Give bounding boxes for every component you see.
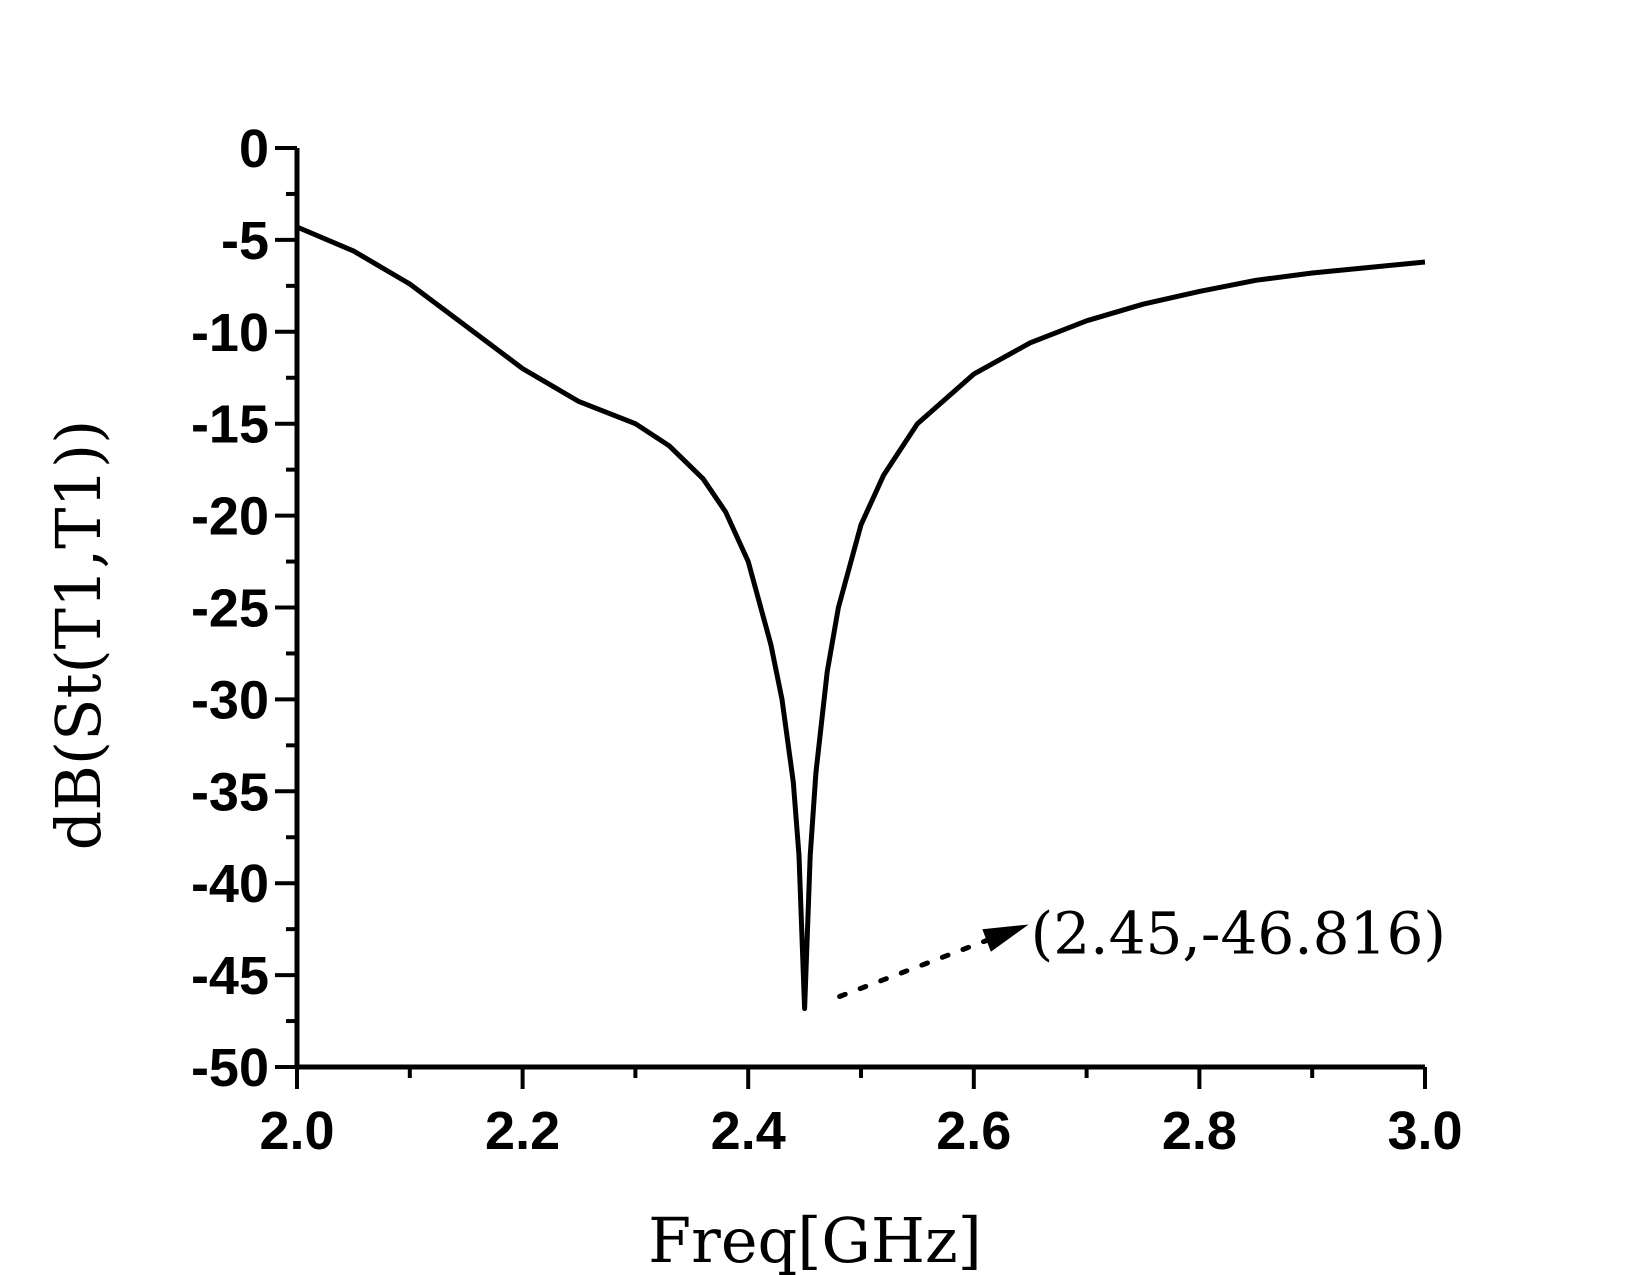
annotation-arrow-head (982, 924, 1029, 952)
tick-labels: 0 -5 -10 -15 -20 -25 -30 -35 -40 -45 -502.0 2.2 2.4 2… (191, 119, 1463, 1161)
annotation: (2.45,-46.816) (837, 899, 1446, 999)
y-tick-label: -10 (191, 303, 269, 363)
series-line (296, 224, 1426, 1011)
x-tick-label: 2.0 (259, 1101, 334, 1161)
y-tick-label: 0 (239, 119, 269, 179)
y-tick-label: -5 (221, 211, 269, 271)
ticks (275, 146, 1427, 1089)
y-tick-label: -20 (191, 487, 269, 547)
y-tick-label: -45 (191, 946, 269, 1006)
x-tick-label: 2.4 (711, 1101, 786, 1161)
y-tick-label: -35 (191, 762, 269, 822)
x-tick-label: 2.6 (936, 1101, 1011, 1161)
y-tick-label: -40 (191, 854, 269, 914)
y-tick-label: -25 (191, 579, 269, 639)
annotation-label: (2.45,-46.816) (1031, 899, 1446, 967)
annotation-arrow-line (837, 937, 990, 999)
x-tick-label: 2.2 (485, 1101, 560, 1161)
y-tick-label: -30 (191, 670, 269, 730)
x-axis-title: Freq[GHz] (648, 1204, 982, 1275)
x-tick-label: 3.0 (1387, 1101, 1462, 1161)
x-tick-label: 2.8 (1162, 1101, 1237, 1161)
y-tick-label: -50 (191, 1038, 269, 1098)
series (296, 224, 1426, 1011)
y-tick-label: -15 (191, 395, 269, 455)
y-axis-title: dB(St(T1,T1)) (42, 420, 115, 851)
